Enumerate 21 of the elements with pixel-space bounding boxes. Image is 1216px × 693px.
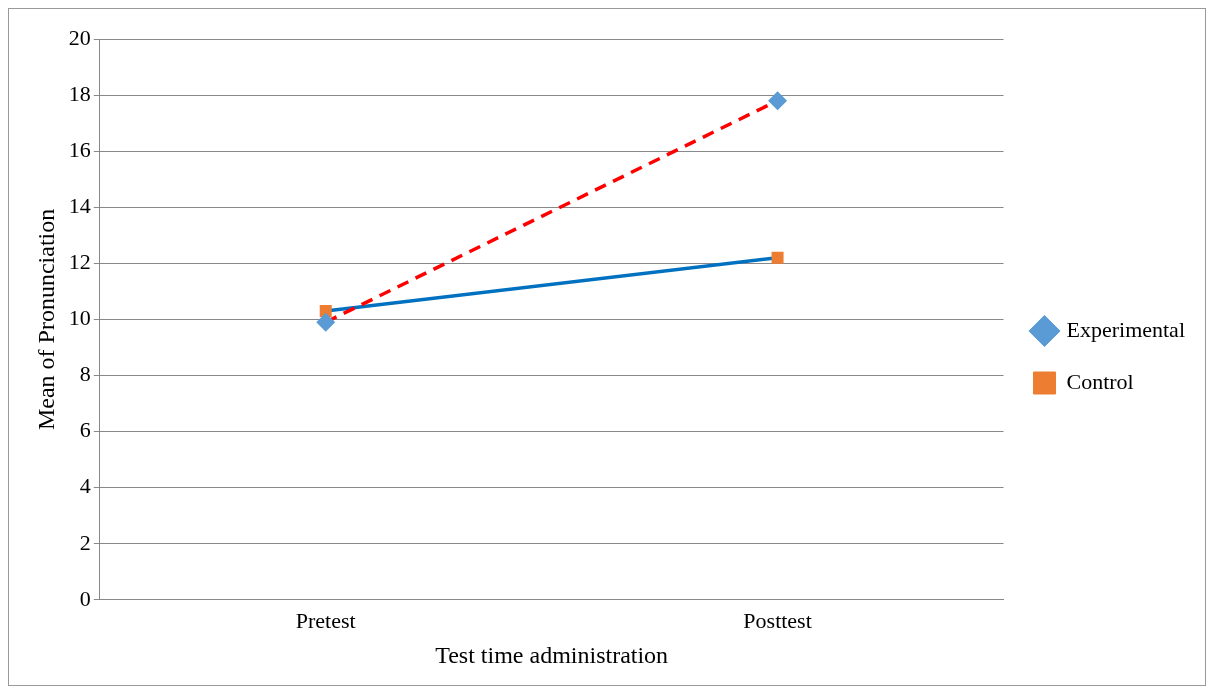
y-tick-label: 10 — [68, 305, 91, 331]
y-tick-label: 16 — [68, 136, 91, 162]
legend-label: Experimental — [1066, 316, 1186, 342]
y-tick-label: 4 — [79, 473, 91, 499]
legend-label: Control — [1066, 368, 1134, 394]
y-tick-label: 0 — [79, 585, 91, 611]
x-tick-label: Pretest — [295, 607, 356, 633]
point — [771, 251, 784, 264]
y-tick-label: 6 — [79, 417, 91, 443]
y-tick-label: 8 — [79, 361, 91, 387]
y-tick-label: 20 — [68, 24, 91, 50]
y-tick-label: 14 — [68, 193, 91, 219]
y-tick-label: 2 — [79, 529, 91, 555]
x-axis-title: Test time administration — [435, 641, 669, 668]
y-axis-title: Mean of Pronunciation — [32, 208, 59, 431]
y-tick-label: 12 — [68, 249, 91, 275]
y-tick-label: 18 — [68, 80, 91, 106]
point — [319, 305, 332, 317]
point — [316, 313, 335, 331]
x-tick-label: Posttest — [743, 607, 812, 633]
point — [768, 91, 787, 110]
